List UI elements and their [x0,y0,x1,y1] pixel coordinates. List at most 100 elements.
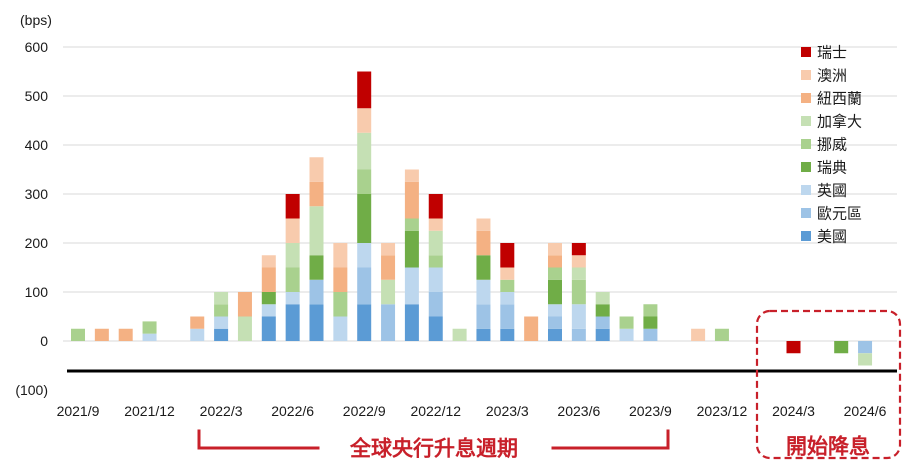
x-tick-label: 2022/3 [200,403,243,419]
legend-label: 澳洲 [817,68,847,85]
y-axis-unit-label: (bps) [20,12,52,28]
legend-label: 紐西蘭 [817,91,862,108]
x-tick-label: 2023/6 [557,403,600,419]
x-tick-label: 2023/9 [629,403,672,419]
legend-item: 歐元區 [801,206,862,223]
bar-segment [214,316,229,329]
bar-segment [452,328,467,341]
bar-segment [357,71,372,109]
bar-segment [309,181,324,207]
bar-segment [285,243,300,268]
bar-segment [571,304,586,329]
bar-segment [333,316,348,341]
bar-segment [571,243,586,256]
y-tick-label: 500 [25,88,49,104]
x-tick-label: 2024/6 [844,403,887,419]
bar-segment [237,316,252,341]
bar-segment [357,243,372,268]
bar-segment [428,292,443,317]
legend-item: 瑞士 [801,45,847,62]
bar-segment [261,267,276,292]
bar-segment [643,328,658,341]
bar-segment [548,328,562,341]
bar-segment [285,218,300,243]
y-tick-label: 100 [25,284,49,300]
bar-segment [285,292,300,305]
bar-segment [476,328,491,341]
legend-label: 挪威 [817,137,847,154]
hike-cycle-label: 全球央行升息週期 [349,437,518,461]
x-tick-label: 2021/12 [124,403,175,419]
bar-segment [428,218,443,231]
bar-segment [571,328,586,341]
x-tick-label: 2022/12 [410,403,461,419]
legend-item: 挪威 [801,137,847,154]
bar-segment [595,316,610,329]
x-tick-label: 2024/3 [772,403,815,419]
legend-item: 英國 [801,182,847,200]
bar-segment [94,328,109,341]
bar-segment [428,255,443,268]
x-axis-ticks: 2021/9 2021/12 2022/3 2022/6 2022/9 2022/12 20… [57,403,887,419]
bar-segment [381,243,396,256]
x-tick-label: 2022/6 [271,403,314,419]
bar-segment [428,316,443,341]
legend-swatch [801,231,811,241]
bar-segment [381,255,396,280]
bar-segment [261,255,276,268]
bar-segment [548,255,562,268]
bar-segment [190,316,205,329]
bar-segment [214,304,229,317]
legend-item: 紐西蘭 [801,91,862,108]
bar-segment [357,132,372,170]
bar-segment [619,328,634,341]
bar-segment [285,194,300,219]
bar-segment [571,279,586,305]
bar-segment [500,267,515,280]
bar-segment [381,304,396,341]
legend-swatch [801,185,811,195]
bar-segment [643,304,658,317]
bar-segment [571,255,586,268]
bar-segment [404,181,419,219]
bar-segment [500,279,515,292]
bar-segment [858,353,873,366]
bar-segment [428,230,443,256]
bar-segment [309,279,324,305]
bar-segment [476,279,491,305]
bar-segment [428,194,443,219]
bar-segment [595,292,610,305]
bar-segment [142,333,157,341]
bar-segment [404,230,419,268]
bar-segment [428,267,443,292]
bar-segment [285,267,300,292]
hike-cycle-bracket-right [551,429,670,450]
bar-segment [309,304,324,341]
bar-segment [476,304,491,329]
hike-cycle-bracket-left [197,429,320,450]
legend-swatch [801,93,811,103]
bar-segment [357,108,372,133]
y-tick-label: (100) [15,382,48,398]
bar-segment [500,243,515,268]
bar-segment [357,267,372,305]
y-tick-label: 0 [40,333,48,349]
bar-segment [500,304,515,329]
y-axis-ticks: 600 500 400 300 200 100 0 (100) [15,39,48,398]
bar-segment [261,316,276,341]
y-tick-label: 300 [25,186,49,202]
bar-segment [309,255,324,280]
bar-segment [548,304,562,317]
bar-segment [834,341,849,354]
x-tick-label: 2022/9 [343,403,386,419]
bar-segment [595,328,610,341]
bar-segment [571,267,586,280]
bar-segment [404,169,419,182]
bar-segment [786,341,801,354]
bar-segment [858,341,873,354]
legend-label: 瑞士 [817,45,847,62]
bar-segment [285,304,300,341]
bar-segment [357,304,372,341]
